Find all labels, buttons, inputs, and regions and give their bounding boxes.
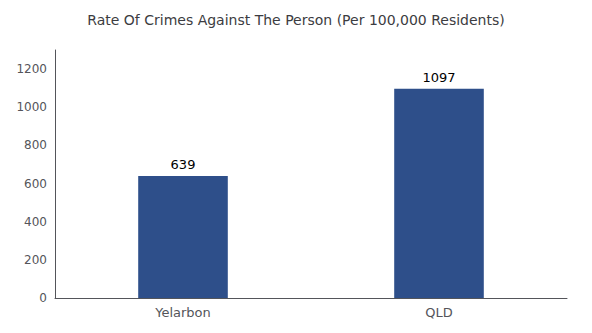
svg-text:400: 400 xyxy=(24,215,47,229)
svg-text:Rate Of Crimes Against The Per: Rate Of Crimes Against The Person (Per 1… xyxy=(87,12,504,28)
svg-text:200: 200 xyxy=(24,253,47,267)
svg-text:1200: 1200 xyxy=(16,62,47,76)
svg-text:1000: 1000 xyxy=(16,100,47,114)
svg-text:Yelarbon: Yelarbon xyxy=(154,305,211,320)
svg-text:1097: 1097 xyxy=(422,70,455,85)
svg-text:0: 0 xyxy=(39,291,47,305)
svg-text:600: 600 xyxy=(24,177,47,191)
svg-text:QLD: QLD xyxy=(425,305,453,320)
svg-text:800: 800 xyxy=(24,138,47,152)
svg-text:639: 639 xyxy=(171,157,196,172)
